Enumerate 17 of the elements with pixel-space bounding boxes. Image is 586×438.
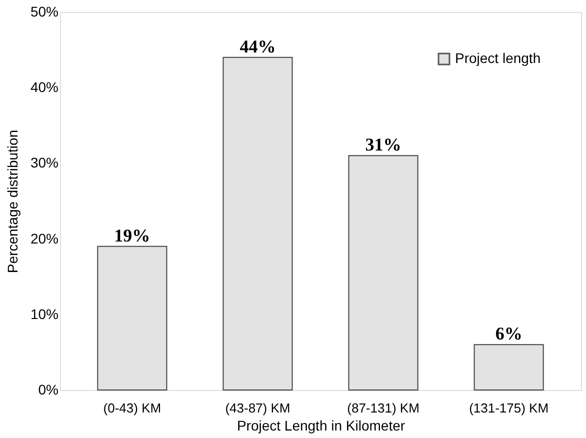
x-tick-label: (87-131) KM bbox=[347, 400, 420, 416]
y-tick-label: 30% bbox=[30, 154, 58, 171]
y-tick-label: 50% bbox=[30, 4, 58, 20]
x-tick-label: (43-87) KM bbox=[225, 400, 290, 416]
x-tick-label: (0-43) KM bbox=[103, 400, 162, 416]
y-tick-label: 10% bbox=[30, 306, 58, 322]
data-label: 6% bbox=[495, 324, 522, 344]
data-label: 31% bbox=[365, 134, 402, 155]
x-tick-label: (131-175) KM bbox=[469, 400, 549, 416]
y-tick-label: 40% bbox=[30, 79, 58, 96]
y-tick-label: 0% bbox=[38, 382, 58, 398]
data-label: 19% bbox=[114, 225, 150, 246]
y-tick-label: 20% bbox=[30, 230, 58, 246]
legend-label: Project length bbox=[455, 50, 541, 66]
x-axis-title: Project Length in Kilometer bbox=[236, 418, 406, 434]
y-axis-title: Percentage distribution bbox=[4, 130, 20, 274]
data-label: 44% bbox=[240, 36, 276, 56]
